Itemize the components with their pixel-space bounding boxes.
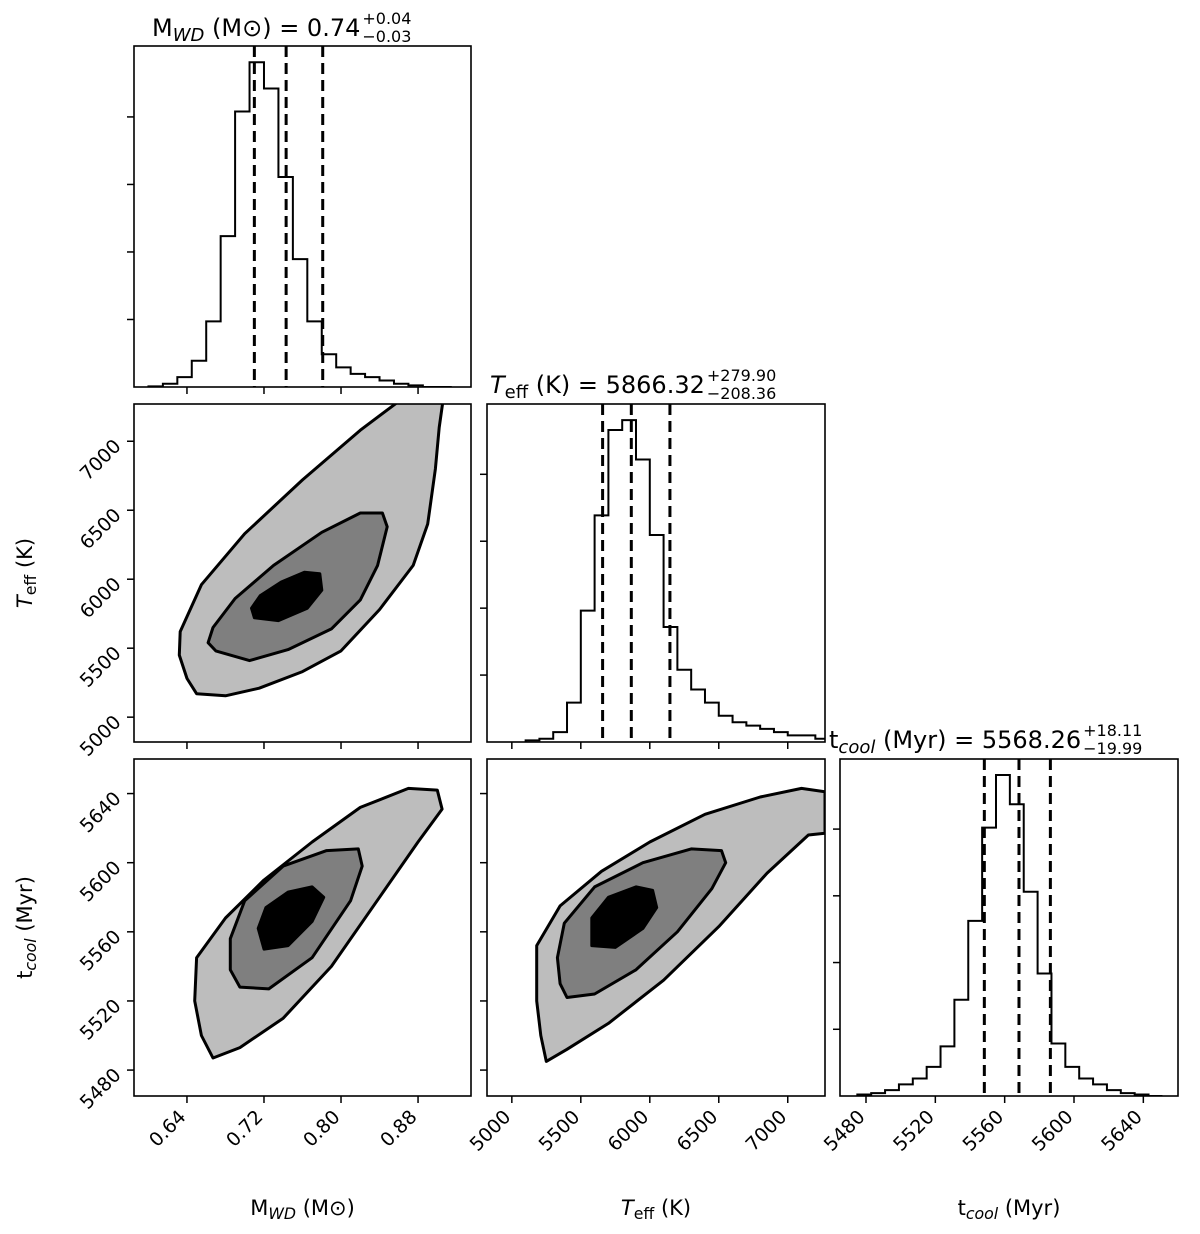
title-tcool: tcool (Myr) = 5568.26 [829,726,1081,758]
hist-mwd [147,46,452,387]
title-mwd: MWD (M⊙) = 0.74 [152,14,360,46]
title-plus-tcool: +18.11 [1083,721,1142,740]
y-tick-label-teff: 5500 [76,642,126,692]
y-tick-label-teff: 7000 [76,435,126,485]
y-tick-label-teff: 6500 [76,504,126,554]
contour-level-3 [250,570,324,623]
hist-panel-tcool [839,758,1179,1097]
y-tick-label-teff: 5000 [76,711,126,761]
x-tick-label-tcool: 5600 [1028,1106,1078,1156]
x-tick-label-tcool: 5560 [958,1106,1008,1156]
x-tick-label-tcool: 5640 [1097,1106,1147,1156]
contour-mwd-teff [177,404,445,698]
x-tick-label-teff: 7000 [742,1106,792,1156]
y-tick-label-tcool: 5520 [76,995,126,1045]
y-axis-label-tcool: tcool (Myr) [13,876,40,979]
hist-teff [524,404,825,742]
y-tick-label-tcool: 5640 [76,788,126,838]
x-tick-label-teff: 5000 [466,1106,516,1156]
y-tick-label-teff: 6000 [76,573,126,623]
y-axis-label-teff: Teff (K) [13,538,40,608]
contour-panel-mwd-tcool [133,758,472,1097]
title-minus-teff: −208.36 [707,384,776,403]
x-tick-label-teff: 6000 [604,1106,654,1156]
title-plus-mwd: +0.04 [362,9,411,28]
x-tick-label-tcool: 5520 [889,1106,939,1156]
x-tick-label-mwd: 0.64 [145,1106,190,1151]
hist-tcool [856,759,1163,1096]
hist-step-mwd [147,61,452,387]
title-minus-mwd: −0.03 [362,27,411,46]
title-plus-teff: +279.90 [707,366,776,385]
y-tick-label-tcool: 5480 [76,1064,126,1114]
x-axis-label-teff: Teff (K) [621,1196,691,1223]
hist-panel-teff [486,403,826,743]
x-tick-label-tcool: 5480 [820,1106,870,1156]
contour-panel-teff-tcool [486,758,826,1097]
y-tick-label-tcool: 5560 [76,926,126,976]
y-tick-label-tcool: 5600 [76,857,126,907]
plot-content [147,46,1163,1096]
hist-panel-mwd [133,45,472,388]
contour-mwd-tcool [193,786,444,1060]
x-tick-label-teff: 5500 [535,1106,585,1156]
x-tick-label-teff: 6500 [673,1106,723,1156]
x-tick-label-mwd: 0.80 [299,1106,344,1151]
contour-teff-tcool [535,786,825,1063]
title-minus-tcool: −19.99 [1083,739,1142,758]
x-tick-label-mwd: 0.88 [376,1106,421,1151]
x-tick-label-mwd: 0.72 [222,1106,267,1151]
contour-panel-mwd-teff [133,403,472,743]
panel-frames [127,45,1179,1103]
title-teff: Teff (K) = 5866.32 [490,371,705,403]
hist-step-teff [524,419,825,742]
x-axis-label-tcool: tcool (Myr) [958,1196,1061,1223]
x-axis-label-mwd: MWD (M⊙) [250,1196,355,1223]
contour-level-3 [256,885,326,951]
contour-level-3 [590,885,659,949]
hist-step-tcool [856,774,1163,1096]
